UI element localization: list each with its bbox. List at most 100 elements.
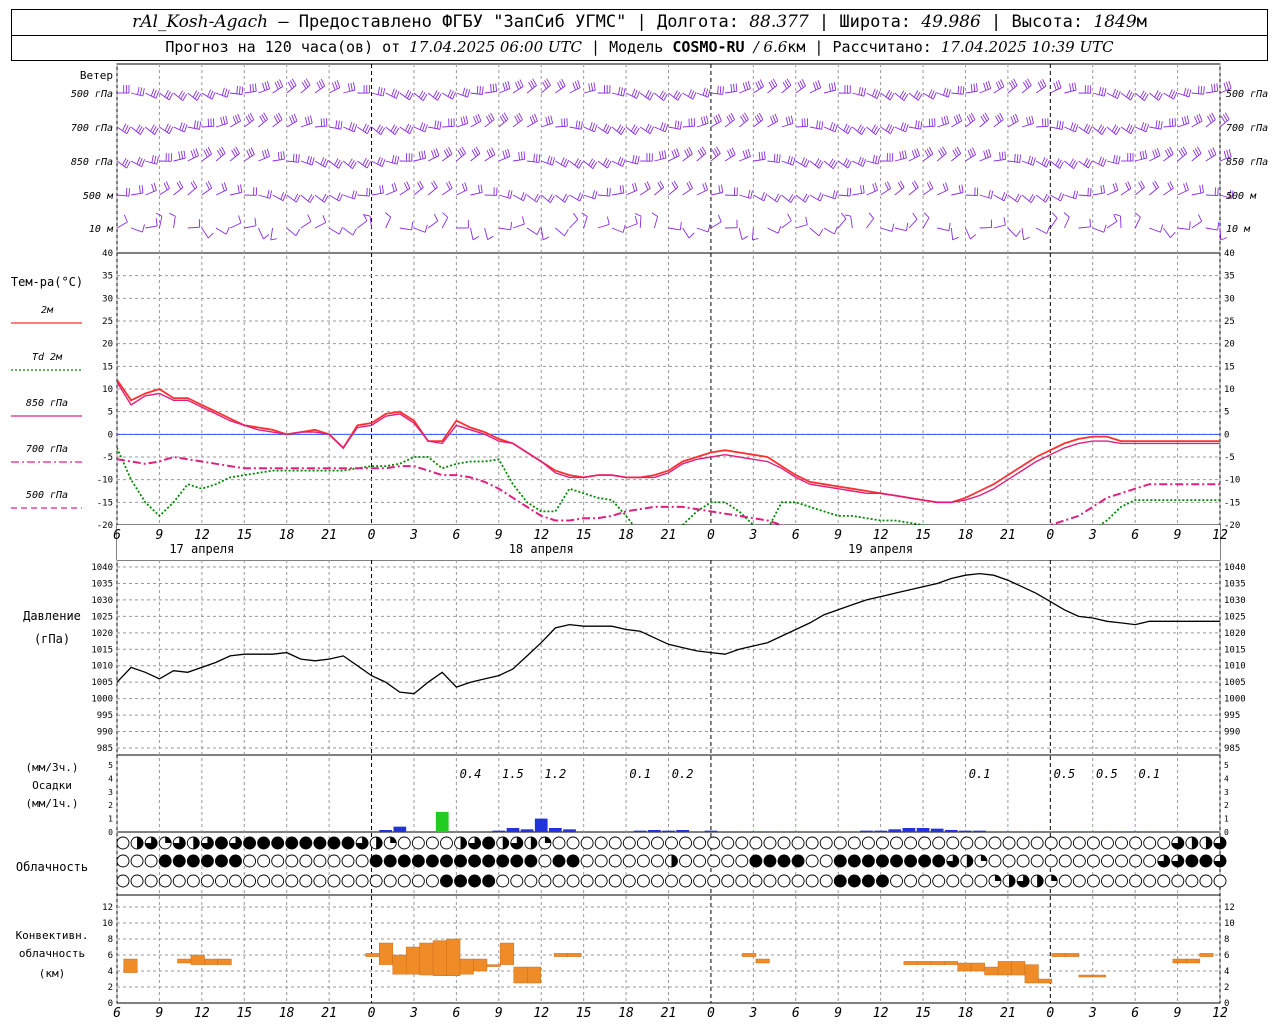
conv-cloud-bar	[204, 958, 219, 965]
wind-barb-feather	[211, 92, 216, 100]
wind-barb-feather	[1198, 113, 1203, 122]
wind-barb-shaft	[838, 194, 851, 197]
temp-ytick-right: 20	[1224, 340, 1235, 350]
wind-barb	[201, 227, 214, 239]
wind-barb-feather	[1053, 82, 1057, 91]
wind-barb-shaft	[725, 194, 738, 196]
day-label: 17 апреля	[169, 542, 234, 556]
wind-barb-feather	[1011, 80, 1016, 88]
precip-ytick-left: 5	[108, 761, 113, 770]
wind-barb-feather	[391, 88, 395, 97]
wind-barb-feather	[1015, 193, 1020, 201]
cloud-circle	[172, 874, 186, 888]
wind-barb-feather	[673, 149, 678, 157]
wind-barb-feather	[448, 147, 453, 155]
cloud-cover-icon	[440, 874, 453, 888]
wind-barb-feather	[702, 183, 706, 192]
wind-barb	[682, 118, 696, 128]
cloud-circle	[271, 854, 285, 868]
wind-level-label-right: 10 м	[1226, 224, 1251, 235]
wind-barb-feather	[392, 126, 398, 134]
wind-barb-feather	[677, 120, 680, 129]
cloud-circle	[1058, 836, 1072, 850]
wind-barb-feather	[740, 115, 745, 123]
wind-barb-feather	[924, 149, 929, 158]
cloud-cover-icon	[833, 854, 847, 868]
wind-barb	[1177, 221, 1191, 230]
wind-barb-feather	[1181, 117, 1185, 126]
wind-barb-feather	[138, 185, 141, 194]
wind-barb-feather	[707, 89, 711, 98]
cloud-cover-icon	[974, 854, 988, 868]
x-tick-label-bottom: 21	[661, 1006, 677, 1021]
wind-barb	[1078, 187, 1092, 197]
wind-barb-shaft	[569, 194, 581, 202]
wind-barb-shaft	[456, 152, 466, 162]
wind-barb	[710, 214, 722, 229]
wind-barb-shaft	[342, 227, 354, 236]
wind-barb-feather	[1211, 84, 1213, 93]
temp-ytick-right: 25	[1224, 317, 1235, 327]
cloud-circle	[566, 836, 580, 850]
cloud-circle	[397, 836, 411, 850]
wind-barb-feather	[1023, 236, 1030, 241]
wind-barb-shaft	[696, 122, 709, 128]
x-tick-label-mid: 18	[618, 528, 634, 543]
wind-barb	[1205, 112, 1216, 128]
cloud-fill-full	[384, 855, 397, 867]
wind-barb-shaft	[908, 92, 919, 101]
wind-barb-shaft	[498, 156, 511, 162]
cloud-fill-full	[834, 875, 847, 887]
wind-barb-feather	[151, 154, 154, 163]
cloud-cover-icon	[200, 854, 214, 868]
temp-ytick-right: -20	[1224, 521, 1240, 531]
wind-barb-feather	[801, 157, 806, 165]
wind-barb-shaft	[908, 187, 919, 196]
wind-barb-feather	[123, 214, 128, 223]
wind-barb	[272, 192, 287, 202]
wind-barb-feather	[274, 82, 279, 90]
wind-barb-shaft	[597, 194, 610, 197]
cloud-cover-icon	[144, 854, 158, 868]
cloud-circle	[538, 854, 552, 868]
wind-barb-feather	[828, 83, 832, 92]
wind-barb-feather	[928, 146, 934, 155]
cloud-circle	[777, 874, 791, 888]
wind-barb-feather	[1152, 182, 1157, 190]
wind-barb	[753, 192, 768, 202]
wind-barb-feather	[821, 121, 824, 130]
wind-barb-shaft	[1177, 152, 1188, 162]
wind-barb	[696, 182, 709, 196]
wind-barb-shaft	[229, 222, 242, 229]
wind-barb-shaft	[229, 120, 241, 128]
wind-barb	[668, 221, 682, 231]
wind-barb-feather	[565, 159, 570, 168]
cloud-cover-icon	[1030, 874, 1044, 888]
cloud-cover-icon	[1101, 874, 1114, 888]
wind-barb-feather	[1061, 121, 1064, 130]
wind-barb-feather	[712, 149, 717, 158]
wind-barb-shaft	[1021, 194, 1032, 204]
x-tick-label-mid: 18	[958, 528, 974, 543]
wind-barb-feather	[1228, 80, 1232, 89]
wind-barb-feather	[1211, 112, 1216, 120]
wind-barb-feather	[168, 92, 174, 101]
cloud-cover-icon	[510, 836, 524, 850]
x-tick-label-mid: 21	[1000, 528, 1016, 543]
wind-barb-feather	[792, 157, 796, 166]
cloud-circle	[636, 874, 650, 888]
wind-barb-shaft	[427, 187, 438, 196]
cloud-circle	[833, 836, 847, 850]
wind-barb-feather	[1028, 116, 1032, 125]
cloud-cover-icon	[777, 854, 791, 868]
wind-barb-shaft	[131, 92, 143, 97]
cloud-fill-full	[848, 875, 861, 887]
cloud-cover-icon	[1086, 874, 1100, 888]
wind-barb-feather	[1213, 83, 1216, 92]
wind-barb	[229, 146, 240, 162]
wind-barb-shaft	[385, 160, 398, 165]
wind-barb	[1064, 190, 1079, 200]
wind-barb-feather	[495, 83, 498, 92]
wind-barb-feather	[433, 149, 437, 158]
cloud-circle	[721, 854, 735, 868]
